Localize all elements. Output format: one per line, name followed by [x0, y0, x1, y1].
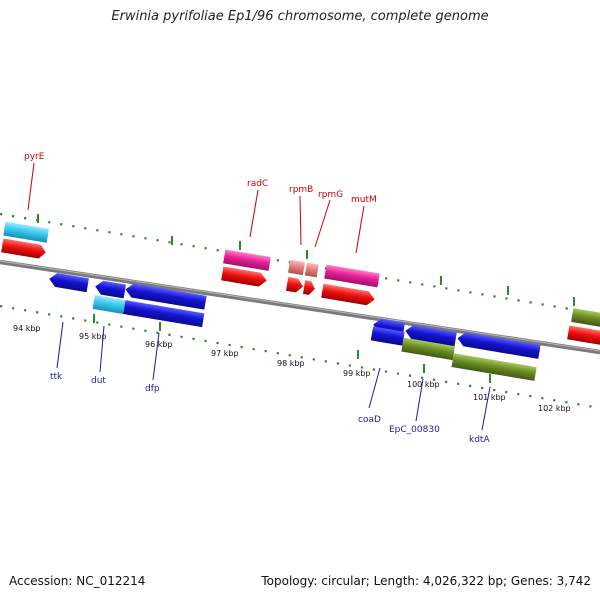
gene-rpmB-rpmG-block[interactable]: [288, 259, 319, 278]
tick-label: 101 kbp: [473, 393, 506, 402]
label-leaders-top: [27, 162, 365, 254]
gene-pyrE-block[interactable]: [3, 221, 50, 243]
lower-major-ticks: [93, 314, 491, 383]
upper-major-ticks: [37, 214, 575, 306]
genome-summary: Topology: circular; Length: 4,026,322 bp…: [261, 574, 591, 588]
accession-label: Accession: NC_012214: [9, 574, 146, 588]
chromosome-axis: [0, 259, 600, 355]
gene-radC-block[interactable]: [223, 249, 271, 271]
map-title: Erwinia pyrifoliae Ep1/96 chromosome, co…: [111, 9, 489, 24]
gene-label: kdtA: [469, 435, 490, 445]
tick-label: 95 kbp: [79, 332, 107, 341]
tick-label: 98 kbp: [277, 359, 305, 368]
scale-labels: 94 kbp 95 kbp 96 kbp 97 kbp 98 kbp 99 kb…: [13, 324, 571, 413]
tick-label: 100 kbp: [407, 380, 440, 389]
gene-ttk-arrow[interactable]: [48, 272, 89, 293]
tick-label: 97 kbp: [211, 349, 239, 358]
gene-label: radC: [247, 179, 268, 189]
gene-rpmB-arrow[interactable]: [286, 276, 304, 293]
gene-labels-bottom: ttk dut dfp coaD EpC_00830 kdtA: [50, 372, 490, 445]
gene-label: EpC_00830: [389, 425, 440, 435]
gene-radC-arrow[interactable]: [221, 266, 268, 287]
gene-mutM-arrow[interactable]: [321, 283, 376, 307]
gene-label: mutM: [351, 195, 377, 205]
gene-label: dut: [91, 376, 106, 386]
gene-label: rpmB: [289, 185, 313, 195]
label-leaders-bottom: [56, 321, 491, 431]
upper-strand-genes: [1, 221, 600, 347]
gene-right-olive-block[interactable]: [571, 308, 600, 329]
lower-scale-track: [0, 304, 600, 410]
tick-label: 99 kbp: [343, 369, 371, 378]
gene-right-red-arrow[interactable]: [567, 325, 600, 347]
gene-label: rpmG: [318, 190, 343, 200]
gene-coaD-kdtA-block[interactable]: [369, 326, 539, 381]
gene-dfp-arrow[interactable]: [124, 282, 207, 310]
gene-pyrE-arrow[interactable]: [1, 238, 47, 259]
gene-kdtA-arrow[interactable]: [456, 331, 541, 359]
gene-rpmG-arrow[interactable]: [302, 280, 316, 296]
gene-label: pyrE: [24, 152, 45, 162]
gene-label: dfp: [145, 384, 160, 394]
tick-label: 94 kbp: [13, 324, 41, 333]
tick-label: 102 kbp: [538, 404, 571, 413]
gene-label: coaD: [358, 415, 381, 425]
gene-dut-dfp-block[interactable]: [92, 295, 205, 328]
tick-label: 96 kbp: [145, 340, 173, 349]
gene-EpC_00830-arrow[interactable]: [404, 324, 457, 347]
gene-dut-arrow[interactable]: [94, 280, 126, 299]
chromosome-axis-highlight: [0, 260, 600, 352]
gene-label: ttk: [50, 372, 63, 382]
gene-labels-top: pyrE radC rpmB rpmG mutM: [24, 152, 377, 205]
gene-mutM-block[interactable]: [324, 264, 380, 288]
lower-strand-genes: [48, 272, 541, 381]
